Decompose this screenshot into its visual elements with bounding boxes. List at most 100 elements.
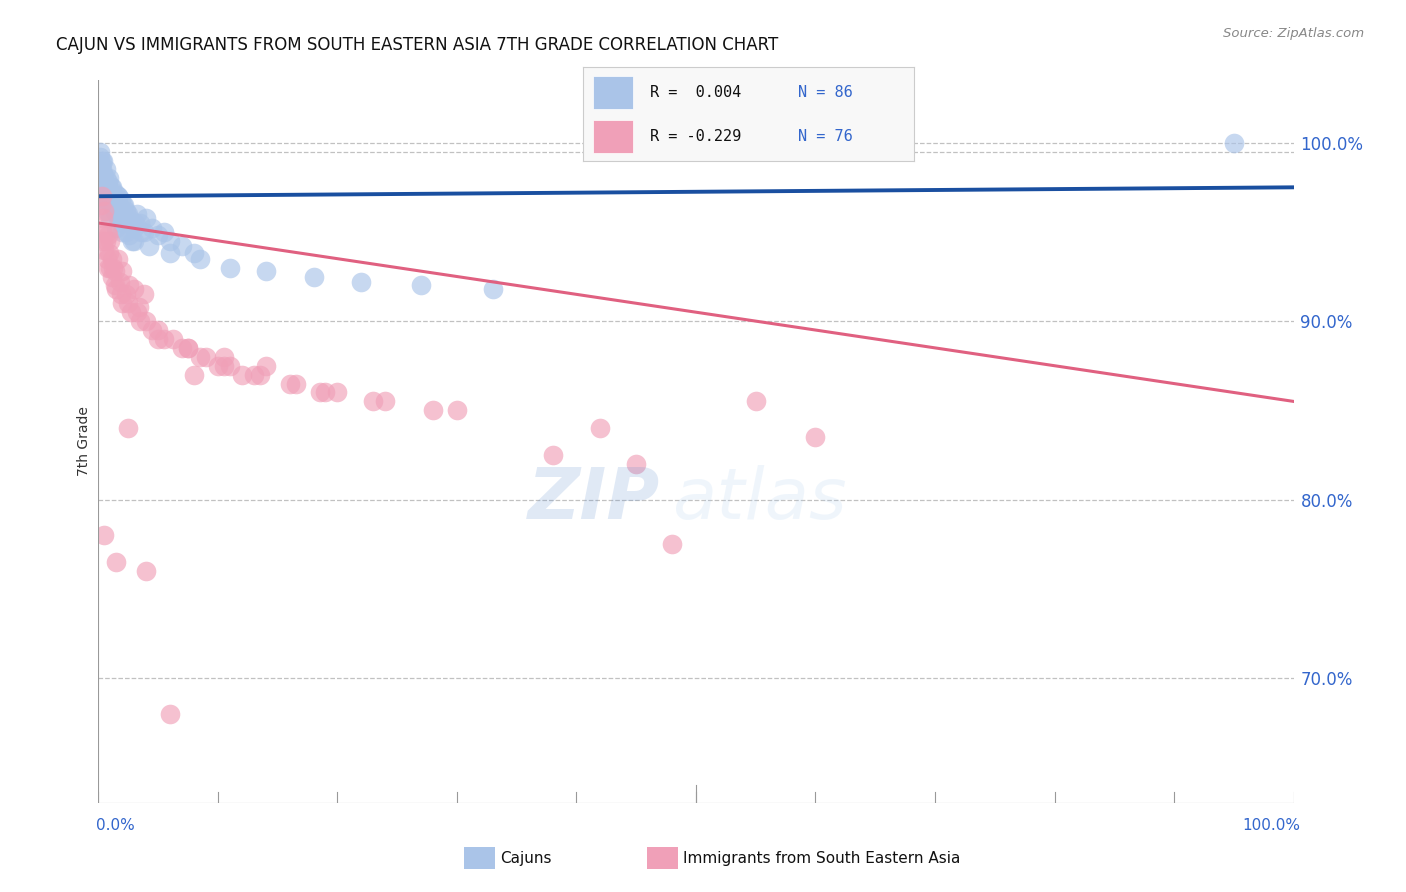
Point <box>124 234 146 248</box>
Point <box>124 221 146 235</box>
Point <box>124 282 146 296</box>
Point <box>159 246 181 260</box>
Point <box>114 211 136 225</box>
Point <box>101 260 124 275</box>
Point <box>107 252 129 266</box>
Point <box>94 171 117 186</box>
Point <box>90 162 112 177</box>
Point <box>115 203 138 218</box>
Point <box>254 264 277 278</box>
Point <box>98 171 121 186</box>
Point <box>302 269 325 284</box>
Text: N = 76: N = 76 <box>799 129 853 145</box>
Point <box>125 305 148 319</box>
Point <box>111 198 134 212</box>
Text: 0.0%: 0.0% <box>96 818 135 832</box>
Point <box>97 228 120 243</box>
Point <box>91 162 114 177</box>
Point <box>111 225 134 239</box>
Point <box>745 394 768 409</box>
Point <box>93 175 115 189</box>
Y-axis label: 7th Grade: 7th Grade <box>77 407 91 476</box>
Point <box>94 162 117 177</box>
Point <box>110 193 132 207</box>
Point <box>89 145 111 159</box>
Text: ZIP: ZIP <box>527 465 661 533</box>
Point <box>100 198 122 212</box>
Point <box>212 359 235 373</box>
Point <box>804 430 827 444</box>
Point <box>172 239 194 253</box>
Point <box>91 234 114 248</box>
Point <box>326 385 349 400</box>
Point <box>1223 136 1246 150</box>
Point <box>97 180 120 194</box>
Point <box>118 228 141 243</box>
Point <box>363 394 385 409</box>
Point <box>100 269 122 284</box>
Point <box>411 278 433 293</box>
Point <box>148 332 170 346</box>
Point <box>112 198 135 212</box>
Point <box>98 246 121 260</box>
Point <box>94 234 117 248</box>
Point <box>350 275 373 289</box>
Point <box>93 203 115 218</box>
Text: Cajuns: Cajuns <box>501 851 553 865</box>
Point <box>98 211 122 225</box>
Text: R = -0.229: R = -0.229 <box>650 129 741 145</box>
Point <box>91 168 114 182</box>
Point <box>93 180 115 194</box>
Point <box>162 332 184 346</box>
Point <box>98 193 122 207</box>
Point <box>98 234 122 248</box>
Point <box>110 287 132 301</box>
Point <box>111 216 134 230</box>
Point <box>90 157 112 171</box>
Point <box>661 537 683 551</box>
Point <box>89 150 111 164</box>
Point <box>98 186 122 200</box>
Text: N = 86: N = 86 <box>799 85 853 100</box>
Point <box>125 207 148 221</box>
Point <box>183 368 205 382</box>
Point <box>107 189 129 203</box>
Point <box>278 376 301 391</box>
Point <box>135 211 157 225</box>
Point <box>97 175 120 189</box>
Point <box>254 359 277 373</box>
Point <box>111 264 134 278</box>
Point <box>111 207 134 221</box>
Point <box>118 278 141 293</box>
Point <box>91 153 114 168</box>
Point <box>93 528 115 542</box>
Point <box>91 211 114 225</box>
Point <box>103 203 125 218</box>
Text: R =  0.004: R = 0.004 <box>650 85 741 100</box>
Text: Source: ZipAtlas.com: Source: ZipAtlas.com <box>1223 27 1364 40</box>
Point <box>118 211 141 225</box>
Point <box>94 189 117 203</box>
Text: atlas: atlas <box>672 465 846 533</box>
Point <box>153 332 176 346</box>
Point <box>115 287 138 301</box>
Point <box>104 186 127 200</box>
Point <box>626 457 648 471</box>
Point <box>98 260 122 275</box>
Point <box>148 228 170 243</box>
Bar <box>593 120 633 153</box>
Point <box>90 175 112 189</box>
Point <box>107 189 129 203</box>
Point <box>231 368 253 382</box>
Point <box>135 314 157 328</box>
Point <box>105 282 128 296</box>
Point <box>121 234 143 248</box>
Point <box>107 198 129 212</box>
Point <box>105 193 128 207</box>
Point <box>93 243 115 257</box>
Point <box>91 189 114 203</box>
Point <box>129 314 152 328</box>
Point <box>446 403 468 417</box>
Bar <box>593 77 633 109</box>
Point <box>91 153 114 168</box>
